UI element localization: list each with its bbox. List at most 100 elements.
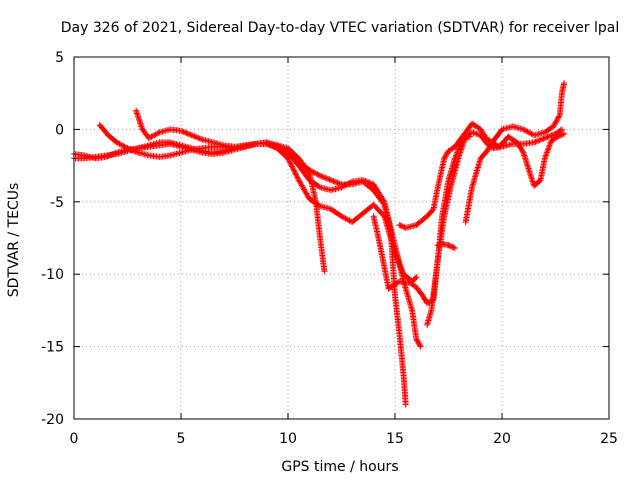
data-point-marker <box>330 178 337 185</box>
data-point-marker <box>543 151 550 158</box>
data-point-marker <box>267 142 274 149</box>
x-axis-label: GPS time / hours <box>281 459 398 475</box>
data-point-marker <box>520 126 527 133</box>
y-axis-label: SDTVAR / TECUs <box>6 183 22 298</box>
data-point-marker <box>429 207 436 214</box>
data-point-marker <box>153 130 160 137</box>
data-point-marker <box>149 132 156 139</box>
data-point-marker <box>319 173 326 180</box>
data-point-marker <box>547 132 554 139</box>
data-point-marker <box>182 129 189 136</box>
data-point-marker <box>309 168 316 175</box>
data-point-marker <box>549 131 556 138</box>
data-point-marker <box>286 158 293 165</box>
data-point-marker <box>554 133 561 140</box>
y-tick-label: 5 <box>55 50 64 66</box>
data-point-marker <box>311 169 318 176</box>
data-point-marker <box>553 134 560 141</box>
data-point-marker <box>545 133 552 140</box>
data-point-marker <box>287 159 294 166</box>
data-point-marker <box>290 166 297 173</box>
data-point-marker <box>452 152 459 159</box>
data-point-marker <box>542 152 549 159</box>
data-point-marker <box>539 136 546 143</box>
data-point-marker <box>452 153 459 160</box>
data-point-marker <box>322 174 329 181</box>
data-point-marker <box>120 143 127 150</box>
data-point-marker <box>327 177 334 184</box>
data-point-marker <box>291 167 298 174</box>
data-point-marker <box>555 114 562 121</box>
data-point-marker <box>400 223 407 230</box>
data-point-marker <box>540 135 547 142</box>
data-point-marker <box>178 127 184 134</box>
data-point-marker <box>343 216 350 223</box>
data-series <box>133 107 409 408</box>
data-point-marker <box>293 171 300 178</box>
data-point-marker <box>289 164 296 171</box>
data-point-marker <box>396 221 403 228</box>
data-point-marker <box>124 145 131 152</box>
x-tick-label: 5 <box>177 431 186 447</box>
data-point-marker <box>152 131 159 138</box>
data-point-marker <box>380 200 387 207</box>
data-point-marker <box>417 343 424 350</box>
data-point-marker <box>544 134 551 141</box>
data-point-marker <box>453 151 460 158</box>
data-point-marker <box>541 135 548 142</box>
x-tick-label: 10 <box>279 431 297 447</box>
data-point-marker <box>148 133 155 140</box>
data-point-marker <box>295 175 302 182</box>
data-point-marker <box>315 172 322 179</box>
data-point-marker <box>131 147 138 154</box>
data-point-marker <box>341 214 348 221</box>
data-point-marker <box>272 144 279 151</box>
data-point-marker <box>268 143 275 150</box>
data-point-marker <box>551 122 558 129</box>
data-point-marker <box>196 135 203 142</box>
data-point-marker <box>287 160 294 167</box>
data-point-marker <box>536 137 543 144</box>
data-point-marker <box>547 140 554 147</box>
y-tick-label: -15 <box>41 340 64 356</box>
data-point-marker <box>119 142 126 149</box>
data-point-marker <box>545 145 552 152</box>
data-point-marker <box>329 177 336 184</box>
x-tick-label: 20 <box>493 431 511 447</box>
data-point-marker <box>454 149 461 156</box>
data-point-marker <box>416 342 423 349</box>
data-point-marker <box>402 401 409 408</box>
data-point-marker <box>133 149 140 156</box>
data-point-marker <box>191 133 198 140</box>
data-point-marker <box>561 80 568 87</box>
data-point-marker <box>264 141 271 148</box>
data-point-marker <box>537 136 544 143</box>
data-point-marker <box>115 140 122 147</box>
data-point-marker <box>337 180 344 187</box>
data-point-marker <box>525 129 532 136</box>
data-point-marker <box>321 268 328 275</box>
data-point-marker <box>485 137 492 144</box>
data-point-marker <box>317 172 324 179</box>
data-point-marker <box>546 142 553 149</box>
data-point-marker <box>455 145 462 152</box>
data-point-marker <box>280 148 287 155</box>
data-point-marker <box>198 135 205 142</box>
data-point-marker <box>338 213 345 220</box>
data-point-marker <box>553 118 560 125</box>
data-point-marker <box>523 127 530 134</box>
data-point-marker <box>116 140 123 147</box>
data-point-marker <box>543 134 550 141</box>
data-series <box>96 122 424 350</box>
data-point-marker <box>190 132 197 139</box>
data-point-marker <box>275 145 282 152</box>
data-point-marker <box>307 167 314 174</box>
data-point-marker <box>271 144 278 151</box>
data-point-marker <box>195 134 202 141</box>
data-point-marker <box>561 130 568 137</box>
data-point-marker <box>128 146 135 153</box>
x-tick-label: 0 <box>70 431 79 447</box>
data-point-marker <box>306 166 313 173</box>
data-point-marker <box>147 134 154 141</box>
data-point-marker <box>121 143 128 150</box>
